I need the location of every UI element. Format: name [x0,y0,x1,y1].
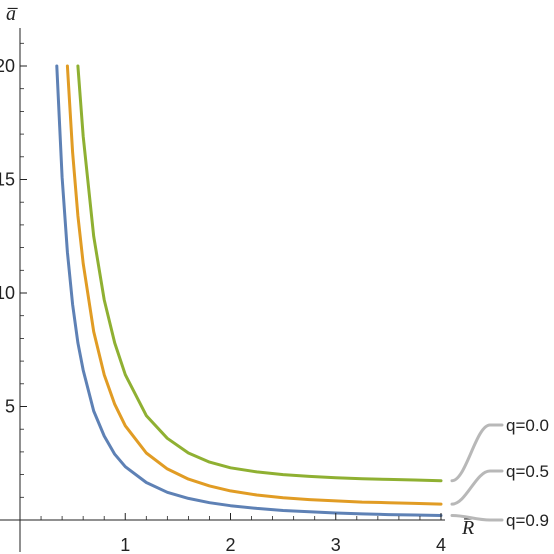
x-tick-label: 3 [331,535,341,554]
legend-connector [450,423,504,483]
y-axis-ticks: 5 10 15 20 [0,42,27,498]
series-curves [55,64,443,517]
series-line [55,64,443,517]
axes: 1 2 3 4 5 10 15 20 R̅ a̅ [0,3,475,554]
y-tick-label: 15 [0,170,15,190]
series-line [65,64,443,506]
legend-label: q=0.5 [506,462,549,481]
y-axis-label: a̅ [6,3,19,25]
series-line [76,64,443,483]
y-tick-label: 10 [0,283,15,303]
legend-label: q=0.0 [506,416,549,435]
legend-label: q=0.9 [506,511,549,530]
y-tick-label: 20 [0,56,15,76]
x-axis-ticks: 1 2 3 4 [40,513,446,554]
x-axis-label: R̅ [461,517,475,539]
x-tick-label: 4 [436,535,446,554]
legend-connector [450,469,504,506]
x-tick-label: 1 [120,535,130,554]
curve-legend: q=0.9 q=0.5 q=0.0 [450,416,549,530]
y-tick-label: 5 [5,397,15,417]
legend-connector [450,514,504,522]
x-tick-label: 2 [225,535,235,554]
